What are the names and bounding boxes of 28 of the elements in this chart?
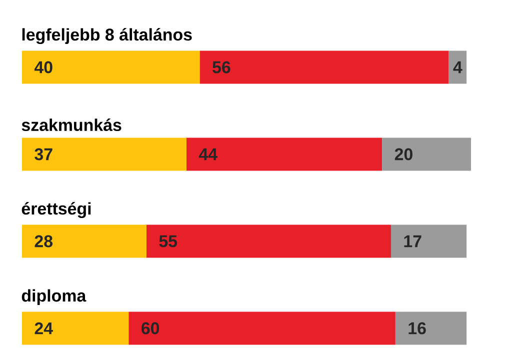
y-tick-label: érettségi — [22, 202, 91, 218]
data-label: 60 — [142, 322, 160, 334]
bar — [200, 50, 449, 84]
data-label: 4 — [453, 61, 462, 74]
bar — [22, 224, 146, 258]
data-label: 55 — [159, 235, 178, 248]
data-label: 24 — [34, 322, 53, 334]
y-tick-label: szakmunkás — [22, 118, 122, 132]
data-label: 16 — [408, 322, 426, 334]
data-label: 20 — [394, 148, 412, 160]
data-label: 56 — [212, 61, 230, 74]
bar — [395, 312, 467, 345]
data-label: 17 — [404, 235, 422, 248]
bar — [128, 312, 396, 345]
bar — [186, 138, 382, 171]
data-label: 44 — [198, 148, 218, 160]
y-tick-label: legfeljebb 8 általános — [22, 28, 192, 44]
data-label: 40 — [34, 61, 52, 74]
data-label: 28 — [34, 235, 53, 248]
bar — [390, 224, 467, 258]
bar — [22, 312, 129, 345]
bar — [382, 138, 472, 171]
bar — [146, 224, 391, 258]
bar — [448, 50, 467, 84]
y-tick-label: diploma — [22, 289, 86, 306]
data-label: 37 — [34, 148, 52, 160]
bar — [22, 50, 200, 84]
bar — [22, 138, 186, 171]
